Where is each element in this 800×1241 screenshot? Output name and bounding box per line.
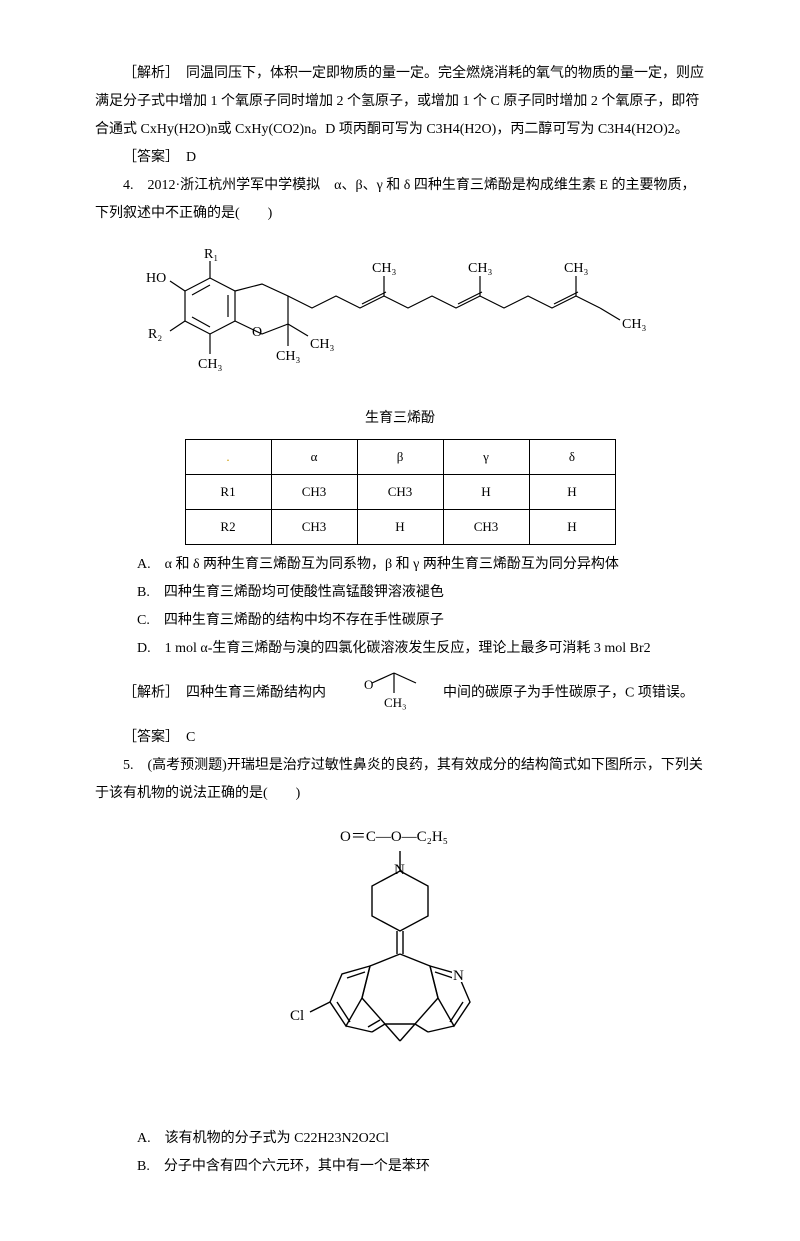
label-ch3-br3: CH₃ bbox=[564, 261, 588, 276]
frag-ch3: CH₃ bbox=[384, 695, 407, 710]
label-ch3-gem1: CH₃ bbox=[276, 349, 300, 364]
substituent-table: . α β γ δ R1 CH3 CH3 H H R2 CH3 H CH3 H bbox=[185, 439, 616, 545]
explanation-4: ［解析］ 四种生育三烯酚结构内 O CH₃ 中间的碳原子为手性碳原子，C 项错误… bbox=[95, 663, 705, 724]
option-4d: D. 1 mol α-生育三烯酚与溴的四氯化碳溶液发生反应，理论上最多可消耗 3… bbox=[95, 635, 705, 663]
cell: α bbox=[271, 440, 357, 475]
label-ho: HO bbox=[146, 271, 166, 286]
svg-text:N: N bbox=[453, 968, 464, 984]
option-4c: C. 四种生育三烯酚的结构中均不存在手性碳原子 bbox=[95, 607, 705, 635]
structure-tocotrienol: HO R₁ R₂ CH₃ O CH₃ CH₃ CH₃ CH₃ CH₃ CH₃ bbox=[95, 236, 705, 397]
label-o-ring: O bbox=[252, 325, 262, 340]
label-ch3-gem2: CH₃ bbox=[310, 337, 334, 352]
cell: H bbox=[443, 475, 529, 510]
option-5b: B. 分子中含有四个六元环，其中有一个是苯环 bbox=[95, 1153, 705, 1181]
expl4-part2: 中间的碳原子为手性碳原子，C 项错误。 bbox=[443, 686, 694, 701]
cell: R2 bbox=[185, 510, 271, 545]
label-ch3-1: CH₃ bbox=[198, 357, 222, 372]
explanation-3: ［解析］ 同温同压下，体积一定即物质的量一定。完全燃烧消耗的氧气的物质的量一定，… bbox=[95, 60, 705, 144]
answer-3: ［答案］ D bbox=[95, 144, 705, 172]
cell: β bbox=[357, 440, 443, 475]
fragment-structure: O CH₃ bbox=[336, 663, 434, 724]
table-row: . α β γ δ bbox=[185, 440, 615, 475]
table-row: R1 CH3 CH3 H H bbox=[185, 475, 615, 510]
label-ch3-term: CH₃ bbox=[622, 317, 646, 332]
label-r2: R₂ bbox=[148, 327, 162, 342]
option-4a: A. α 和 δ 两种生育三烯酚互为同系物，β 和 γ 两种生育三烯酚互为同分异… bbox=[95, 551, 705, 579]
answer-4: ［答案］ C bbox=[95, 724, 705, 752]
cell: γ bbox=[443, 440, 529, 475]
cell: R1 bbox=[185, 475, 271, 510]
option-4b: B. 四种生育三烯酚均可使酸性高锰酸钾溶液褪色 bbox=[95, 579, 705, 607]
question-4: 4. 2012·浙江杭州学军中学模拟 α、β、γ 和 δ 四种生育三烯酚是构成维… bbox=[95, 172, 705, 228]
structure-loratadine: O＝C—O—C₂H₅ N N Cl N bbox=[95, 816, 705, 1117]
cell: H bbox=[529, 475, 615, 510]
label-ch3-br1: CH₃ bbox=[372, 261, 396, 276]
n-piperidine: N bbox=[394, 862, 405, 878]
cell: H bbox=[529, 510, 615, 545]
caption-text: 生育三烯酚 bbox=[365, 411, 435, 426]
cl-label: Cl bbox=[290, 1008, 304, 1024]
cell: CH3 bbox=[271, 475, 357, 510]
cell: δ bbox=[529, 440, 615, 475]
cell: CH3 bbox=[271, 510, 357, 545]
cell: CH3 bbox=[443, 510, 529, 545]
option-5a: A. 该有机物的分子式为 C22H23N2O2Cl bbox=[95, 1125, 705, 1153]
ester-label: O＝C—O—C₂H₅ bbox=[340, 829, 448, 845]
figure-caption-1: 生育三烯酚 bbox=[95, 405, 705, 433]
frag-o: O bbox=[364, 677, 373, 692]
expl4-part1: ［解析］ 四种生育三烯酚结构内 bbox=[123, 686, 326, 701]
label-r1: R₁ bbox=[204, 247, 218, 262]
cell: CH3 bbox=[357, 475, 443, 510]
cell-blank: . bbox=[185, 440, 271, 475]
table-row: R2 CH3 H CH3 H bbox=[185, 510, 615, 545]
question-5: 5. (高考预测题)开瑞坦是治疗过敏性鼻炎的良药，其有效成分的结构简式如下图所示… bbox=[95, 752, 705, 808]
label-ch3-br2: CH₃ bbox=[468, 261, 492, 276]
cell: H bbox=[357, 510, 443, 545]
